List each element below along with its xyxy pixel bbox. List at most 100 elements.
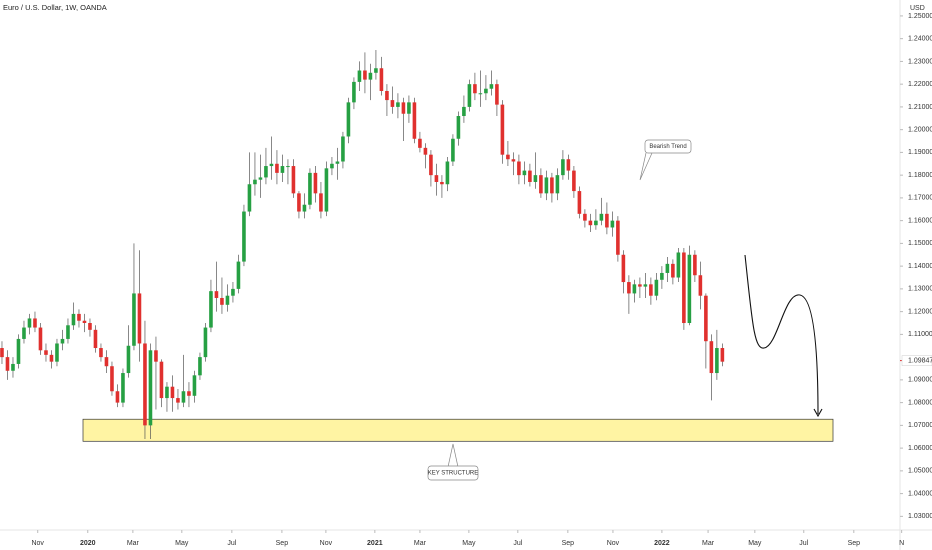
candle-body — [478, 93, 483, 95]
candle-body — [396, 102, 400, 107]
y-tick-label: 1.22000 — [908, 81, 932, 88]
candle-body — [495, 84, 499, 105]
candle-body — [517, 161, 521, 176]
candle-body — [324, 168, 329, 212]
candle-body — [154, 350, 158, 362]
candle-body — [181, 391, 186, 403]
candle-body — [709, 341, 714, 374]
candle-body — [676, 252, 681, 278]
candle-body — [489, 84, 494, 89]
projection-path — [744, 254, 819, 415]
candle-body — [258, 177, 263, 180]
candle-body — [269, 163, 274, 167]
candle-body — [462, 106, 466, 117]
last-price-box — [901, 355, 932, 366]
candle-body — [115, 391, 120, 403]
candle-body — [687, 254, 692, 324]
callout-box — [427, 465, 479, 481]
candle-body — [555, 175, 560, 194]
candle-body — [616, 220, 620, 255]
candle-body — [203, 327, 208, 358]
y-tick-label: 1.24000 — [908, 36, 932, 43]
y-tick-label: 1.19000 — [908, 149, 932, 156]
y-tick-label: 1.20000 — [908, 127, 932, 134]
candle-body — [187, 391, 191, 396]
y-axis-label: USD — [910, 5, 925, 12]
candle-body — [599, 213, 604, 221]
candle-body — [720, 348, 725, 362]
candle-body — [638, 284, 642, 287]
candle-body — [55, 343, 59, 362]
candle-body — [60, 338, 65, 344]
x-tick-label: Mar — [127, 540, 140, 547]
candle-body — [544, 177, 549, 194]
candle-body — [5, 357, 10, 371]
annotation: KEY STRUCTURE — [428, 471, 479, 477]
y-tick-label: 1.06000 — [908, 445, 932, 452]
y-tick-label: 1.17000 — [908, 195, 932, 202]
candle-body — [561, 159, 565, 176]
candle-body — [165, 386, 169, 399]
candle-body — [0, 348, 4, 358]
candle-body — [671, 263, 675, 278]
candle-body — [170, 386, 175, 399]
candle-body — [33, 318, 37, 328]
candle-body — [363, 70, 367, 80]
candle-body — [434, 175, 439, 182]
candle-body — [429, 154, 433, 176]
candle-body — [44, 350, 48, 355]
candle-body — [275, 163, 279, 173]
candle-body — [66, 325, 70, 339]
candle-body — [22, 327, 26, 339]
candle-body — [577, 191, 582, 214]
y-tick-label: 1.23000 — [908, 58, 932, 65]
candle-body — [88, 323, 92, 330]
x-tick-label: Sep — [848, 540, 861, 547]
candle-body — [456, 116, 461, 139]
candle-body — [412, 102, 417, 139]
x-tick-label: Jul — [799, 540, 808, 547]
y-tick-label: 1.21000 — [908, 104, 932, 111]
candle-body — [159, 361, 164, 399]
candle-body — [539, 175, 543, 194]
candle-body — [253, 179, 257, 185]
candle-body — [715, 348, 719, 374]
candle-body — [550, 177, 554, 194]
candle-layer — [0, 50, 725, 440]
x-tick-label: 2020 — [80, 540, 96, 547]
candle-body — [71, 313, 76, 326]
candle-body — [693, 254, 697, 276]
x-tick-label: Sep — [562, 540, 575, 547]
x-tick-label: Nov — [320, 540, 333, 547]
candle-body — [209, 291, 213, 328]
candle-body — [528, 170, 532, 182]
candle-body — [390, 100, 395, 107]
x-tick-label: Nov — [607, 540, 620, 547]
callout-tail — [639, 152, 653, 181]
candle-body — [99, 348, 103, 358]
candle-body — [16, 338, 21, 364]
candle-body — [594, 220, 598, 226]
candle-body — [242, 211, 246, 262]
candle-body — [27, 318, 32, 328]
annotation: Bearish Trend — [649, 144, 686, 150]
y-tick-label: 1.25000 — [908, 13, 932, 20]
candle-body — [649, 284, 653, 296]
candle-body — [610, 220, 615, 228]
candle-body — [654, 279, 659, 296]
callout-tail — [447, 443, 459, 468]
candle-body — [148, 350, 153, 426]
candle-body — [319, 193, 323, 212]
candle-body — [632, 284, 637, 294]
candle-body — [176, 398, 180, 403]
candle-body — [385, 90, 389, 101]
candle-body — [132, 293, 136, 346]
candle-body — [643, 284, 648, 287]
candle-body — [346, 102, 351, 137]
x-tick-label: May — [175, 540, 189, 547]
y-tick-label: 1.09000 — [908, 377, 932, 384]
x-tick-label: 2022 — [654, 540, 670, 547]
candle-body — [308, 172, 312, 205]
